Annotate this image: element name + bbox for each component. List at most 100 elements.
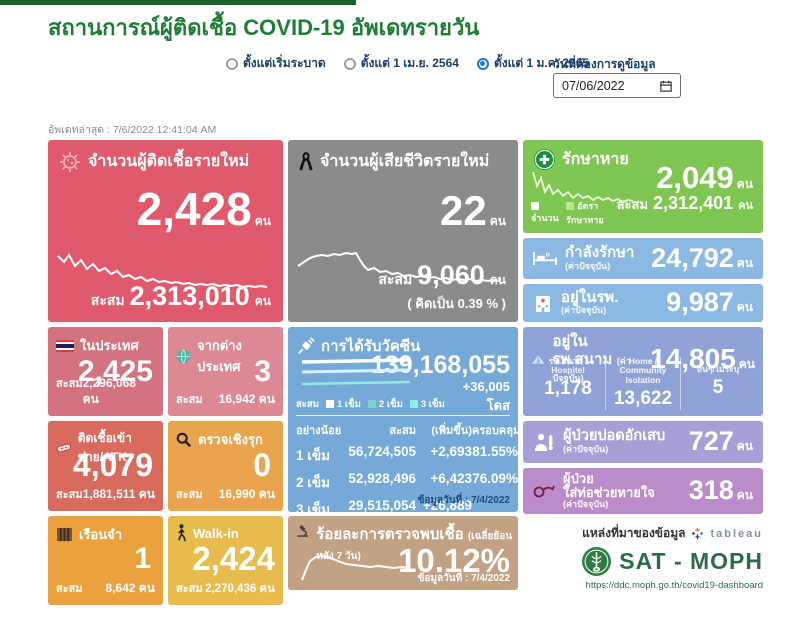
card-subtitle: (เฉลี่ยย้อนหลัง 7 วัน) <box>316 531 513 562</box>
vaccine-cell: 56,724,505 <box>348 444 416 459</box>
hospital-building-icon <box>536 296 550 312</box>
card-domestic: ในประเทศ 2,425 สะสม 2,296,068 คน <box>48 327 163 416</box>
microscope-icon <box>297 524 308 537</box>
unit: คน <box>736 439 753 453</box>
date-input[interactable] <box>562 78 642 93</box>
card-title: ผู้ป่วยปอดอักเสบ <box>563 428 666 445</box>
divider <box>296 415 510 416</box>
radio-label: ตั้งแต่เริ่มระบาด <box>243 56 326 70</box>
card-title: ติดเชื้อเข้าข่าย/ATK <box>77 431 132 464</box>
data-source-block: แหล่งที่มาของข้อมูล tableau SAT - MOPH h… <box>545 524 763 591</box>
vaccine-cell: 52,928,496 <box>348 471 416 486</box>
card-walkin: Walk-in 2,424 สะสม 2,270,436 คน <box>168 516 283 605</box>
card-ventilator: ผู้ป่วย ใส่ท่อช่วยหายใจ (ค่าปัจจุบัน) 31… <box>523 468 763 514</box>
card-title-line1: ผู้ป่วย <box>563 470 594 486</box>
top-accent-bar <box>0 0 356 5</box>
current-note: (ค่าปัจจุบัน) <box>561 305 607 316</box>
cum-label: สะสม <box>56 489 83 501</box>
recovered-legend: จำนวน อัตรารักษาหาย <box>531 199 617 227</box>
legend-swatch-rate <box>566 202 575 210</box>
vaccine-delta: +36,005 <box>462 379 510 394</box>
moph-emblem-icon <box>582 547 612 576</box>
syringe-icon <box>297 336 315 354</box>
legend-swatch-dose2 <box>367 400 376 408</box>
walkin-value: 2,424 <box>192 540 275 577</box>
legend-label: 3 เข็ม <box>420 399 445 410</box>
card-in-treatment: กำลังรักษา (ค่าปัจจุบัน) 24,792 คน <box>523 238 763 279</box>
radio-icon[interactable] <box>343 57 356 70</box>
legend-label: อัตรารักษาหาย <box>566 201 604 225</box>
vaccine-legend: สะสม 1 เข็ม 2 เข็ม 3 เข็ม <box>296 397 445 412</box>
card-title: เรือนจำ <box>79 527 123 542</box>
proactive-cum: 16,990 คน <box>218 487 275 501</box>
atk-test-icon <box>56 443 71 453</box>
patient-icon <box>535 433 553 451</box>
cum-label: สะสม <box>176 394 203 406</box>
date-picker-label: วันที่ต้องการดูข้อมูล <box>553 57 656 71</box>
positive-rate-sparkline <box>301 554 411 581</box>
unit: คน <box>736 488 753 502</box>
unit: คน <box>736 300 753 314</box>
thai-flag-icon <box>56 339 74 352</box>
legend-label: สะสม <box>296 399 319 410</box>
legend-swatch-dose1 <box>325 400 334 408</box>
medical-cross-icon <box>533 148 556 171</box>
recovered-value: 2,049 <box>656 160 734 195</box>
card-proactive-testing: ตรวจเชิงรุก 0 สะสม 16,990 คน <box>168 421 283 511</box>
atk-cum: 1,881,511 คน <box>82 487 155 501</box>
radio-icon[interactable] <box>226 57 238 70</box>
radio-since-jan-2565[interactable]: ตั้งแต่ 1 ม.ค. 2565 <box>476 54 589 73</box>
recovered-sparkline <box>532 171 634 204</box>
cum-label: สะสม <box>90 292 125 308</box>
unit: คน <box>738 356 755 371</box>
new-cases-sparkline <box>57 253 268 289</box>
sat-moph-brand: SAT - MOPH <box>619 548 763 574</box>
source-url-link[interactable]: https://ddc.moph.go.th/covid19-dashboard <box>585 580 763 591</box>
cum-label: สะสม <box>616 197 649 212</box>
deaths-percent-note: ( คิดเป็น 0.39 % ) <box>407 296 506 311</box>
card-title: จำนวนผู้ติดเชื้อรายใหม่ <box>88 153 250 170</box>
card-deaths: จำนวนผู้เสียชีวิตรายใหม่ 22 คน สะสม 9,06… <box>288 140 518 322</box>
legend-label: จำนวน <box>531 213 559 223</box>
radio-icon-selected[interactable] <box>476 57 489 70</box>
walkin-cum: 2,270,436 คน <box>205 583 275 595</box>
pneumonia-value: 727 <box>688 426 734 456</box>
unit: คน <box>489 273 506 287</box>
field-hospital-value: 14,805 <box>650 342 736 374</box>
cum-label: สะสม <box>56 583 83 595</box>
card-title: อยู่ในรพ. <box>561 288 619 306</box>
legend-swatch-count <box>531 202 539 210</box>
card-title: ร้อยละการตรวจพบเชื้อ <box>316 526 464 543</box>
vaccine-col-header: ครอบคลุม <box>472 425 521 437</box>
card-abroad: จากต่างประเทศ 3 สะสม 16,942 คน <box>168 327 283 416</box>
card-title: จากต่างประเทศ <box>197 338 242 374</box>
radio-since-apr-2564[interactable]: ตั้งแต่ 1 เม.ย. 2564 <box>343 54 459 73</box>
card-positive-rate: ร้อยละการตรวจพบเชื้อ (เฉลี่ยย้อนหลัง 7 ว… <box>288 516 518 590</box>
vaccine-cell: 29,515,054 <box>348 498 416 513</box>
card-title-line2: ใส่ท่อช่วยหายใจ <box>563 485 655 501</box>
card-title: อยู่ในรพ.สนาม <box>552 333 613 368</box>
source-label: แหล่งที่มาของข้อมูล <box>582 526 686 540</box>
period-filter-group: ตั้งแต่เริ่มระบาด ตั้งแต่ 1 เม.ย. 2564 ต… <box>226 54 589 73</box>
abroad-cum: 16,942 คน <box>218 392 275 406</box>
vaccine-cell: 76.09% <box>472 471 518 486</box>
calendar-icon[interactable] <box>660 80 672 92</box>
vaccine-cell: +6,423 <box>430 471 472 486</box>
breakdown-label: อื่นๆ/ไม่ระบุ <box>696 363 740 374</box>
current-note: (ค่าปัจจุบัน) <box>563 444 609 455</box>
new-cases-value: 2,428 <box>136 183 252 235</box>
domestic-cum: 2,296,068 คน <box>82 376 136 406</box>
vaccine-cell: 1 เข็ม <box>296 448 331 463</box>
vaccine-cell: +2,693 <box>430 444 472 459</box>
radio-since-outbreak[interactable]: ตั้งแต่เริ่มระบาด <box>226 54 326 73</box>
cum-label: สะสม <box>56 378 83 390</box>
breakdown-label: Home / Community Isolation <box>619 355 667 386</box>
vaccine-col-header: สะสม <box>389 425 416 437</box>
vaccine-col-header: (เพิ่มขึ้น) <box>431 425 472 437</box>
unit: คน <box>254 294 271 308</box>
date-picker[interactable] <box>553 73 681 98</box>
proactive-value: 0 <box>253 447 271 483</box>
card-title: ตรวจเชิงรุก <box>198 432 263 447</box>
legend-label: 2 เข็ม <box>378 399 403 410</box>
globe-icon <box>176 349 191 363</box>
